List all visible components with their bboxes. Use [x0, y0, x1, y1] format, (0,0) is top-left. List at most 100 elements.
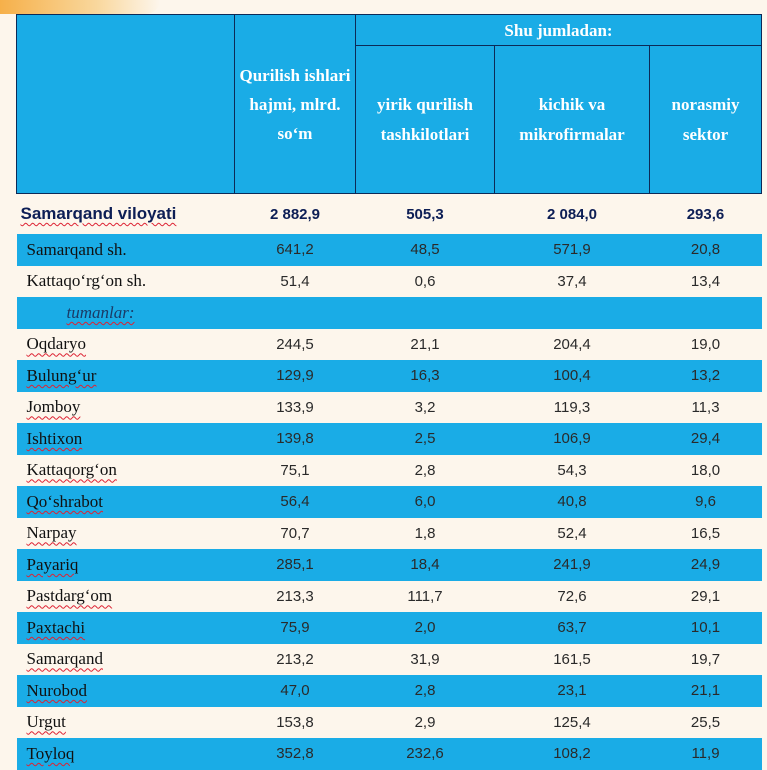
header-large-organizations: yirik qurilish tashkilotlari [355, 45, 495, 194]
informal-cell: 21,1 [649, 675, 762, 707]
informal-cell: 10,1 [649, 612, 762, 644]
small-firm-cell: 63,7 [494, 612, 650, 644]
header-small-microfirms: kichik va mikrofirmalar [494, 45, 650, 194]
district-name: Nurobod [16, 675, 235, 707]
total-volume-cell: 153,8 [234, 706, 356, 738]
total-volume-cell: 75,9 [234, 612, 356, 644]
table-row: Kattaqo‘rg‘on sh. 51,4 0,6 37,4 13,4 [16, 265, 762, 297]
informal-cell: 24,9 [649, 549, 762, 581]
district-name: tumanlar: [16, 297, 235, 329]
district-name: Jomboy [16, 391, 235, 423]
table-row: Kattaqorg‘on 75,1 2,8 54,3 18,0 [16, 454, 762, 486]
small-firm-cell: 119,3 [494, 391, 650, 423]
informal-cell: 19,7 [649, 643, 762, 675]
large-org-cell: 3,2 [355, 391, 495, 423]
total-volume-cell: 51,4 [234, 265, 356, 297]
header-group-including: Shu jumladan: [355, 14, 762, 46]
informal-cell: 18,0 [649, 454, 762, 486]
large-org-cell: 48,5 [355, 234, 495, 266]
total-volume-cell: 285,1 [234, 549, 356, 581]
total-volume-cell: 56,4 [234, 486, 356, 518]
construction-volume-table: Qurilish ishlari hajmi, mlrd. so‘m Shu j… [16, 14, 762, 770]
small-firm-cell: 108,2 [494, 738, 650, 770]
total-volume-cell [234, 297, 356, 329]
small-firm-cell: 37,4 [494, 265, 650, 297]
district-name: Qo‘shrabot [16, 486, 235, 518]
district-name: Samarqand sh. [16, 234, 235, 266]
small-firm-cell: 204,4 [494, 328, 650, 360]
large-org-cell: 16,3 [355, 360, 495, 392]
district-name: Pastdarg‘om [16, 580, 235, 612]
table-row: Samarqand sh. 641,2 48,5 571,9 20,8 [16, 234, 762, 266]
total-volume-cell: 352,8 [234, 738, 356, 770]
decorative-corner [0, 0, 160, 14]
informal-cell: 29,4 [649, 423, 762, 455]
large-org-cell: 18,4 [355, 549, 495, 581]
large-org-cell: 2,8 [355, 454, 495, 486]
large-org-cell: 2,8 [355, 675, 495, 707]
table-row: Nurobod 47,0 2,8 23,1 21,1 [16, 675, 762, 707]
informal-cell: 20,8 [649, 234, 762, 266]
informal-cell: 9,6 [649, 486, 762, 518]
district-name: Urgut [16, 706, 235, 738]
district-name: Ishtixon [16, 423, 235, 455]
table-row: Urgut 153,8 2,9 125,4 25,5 [16, 706, 762, 738]
district-name: Oqdaryo [16, 328, 235, 360]
district-name: Samarqand [16, 643, 235, 675]
header-region-blank [16, 14, 235, 194]
small-firm-cell: 2 084,0 [494, 193, 650, 234]
total-volume-cell: 75,1 [234, 454, 356, 486]
informal-cell: 16,5 [649, 517, 762, 549]
large-org-cell: 0,6 [355, 265, 495, 297]
small-firm-cell: 23,1 [494, 675, 650, 707]
informal-cell: 293,6 [649, 193, 762, 234]
district-name: Paxtachi [16, 612, 235, 644]
informal-cell: 25,5 [649, 706, 762, 738]
large-org-cell: 2,0 [355, 612, 495, 644]
informal-cell: 19,0 [649, 328, 762, 360]
small-firm-cell: 241,9 [494, 549, 650, 581]
small-firm-cell [494, 297, 650, 329]
table-row: Payariq 285,1 18,4 241,9 24,9 [16, 549, 762, 581]
table-row: Jomboy 133,9 3,2 119,3 11,3 [16, 391, 762, 423]
informal-cell: 11,9 [649, 738, 762, 770]
total-volume-cell: 133,9 [234, 391, 356, 423]
large-org-cell: 2,5 [355, 423, 495, 455]
total-volume-cell: 244,5 [234, 328, 356, 360]
header-total-volume: Qurilish ishlari hajmi, mlrd. so‘m [234, 14, 356, 194]
header-informal-sector: norasmiy sektor [649, 45, 762, 194]
large-org-cell: 6,0 [355, 486, 495, 518]
district-name: Kattaqorg‘on [16, 454, 235, 486]
table-row: Qo‘shrabot 56,4 6,0 40,8 9,6 [16, 486, 762, 518]
informal-cell [649, 297, 762, 329]
district-name: Payariq [16, 549, 235, 581]
total-volume-cell: 213,3 [234, 580, 356, 612]
total-row: Samarqand viloyati 2 882,9 505,3 2 084,0… [16, 193, 762, 234]
region-name: Samarqand viloyati [16, 193, 235, 234]
small-firm-cell: 571,9 [494, 234, 650, 266]
informal-cell: 29,1 [649, 580, 762, 612]
small-firm-cell: 54,3 [494, 454, 650, 486]
large-org-cell [355, 297, 495, 329]
small-firm-cell: 40,8 [494, 486, 650, 518]
total-volume-cell: 129,9 [234, 360, 356, 392]
large-org-cell: 31,9 [355, 643, 495, 675]
table-row: Toyloq 352,8 232,6 108,2 11,9 [16, 738, 762, 770]
small-firm-cell: 125,4 [494, 706, 650, 738]
large-org-cell: 21,1 [355, 328, 495, 360]
large-org-cell: 505,3 [355, 193, 495, 234]
small-firm-cell: 106,9 [494, 423, 650, 455]
large-org-cell: 232,6 [355, 738, 495, 770]
table-row: Oqdaryo 244,5 21,1 204,4 19,0 [16, 328, 762, 360]
district-name: Kattaqo‘rg‘on sh. [16, 265, 235, 297]
total-volume-cell: 70,7 [234, 517, 356, 549]
total-volume-cell: 641,2 [234, 234, 356, 266]
district-name: Narpay [16, 517, 235, 549]
small-firm-cell: 52,4 [494, 517, 650, 549]
small-firm-cell: 72,6 [494, 580, 650, 612]
district-name: Toyloq [16, 738, 235, 770]
total-volume-cell: 47,0 [234, 675, 356, 707]
district-name: Bulung‘ur [16, 360, 235, 392]
table-row: Pastdarg‘om 213,3 111,7 72,6 29,1 [16, 580, 762, 612]
total-volume-cell: 139,8 [234, 423, 356, 455]
